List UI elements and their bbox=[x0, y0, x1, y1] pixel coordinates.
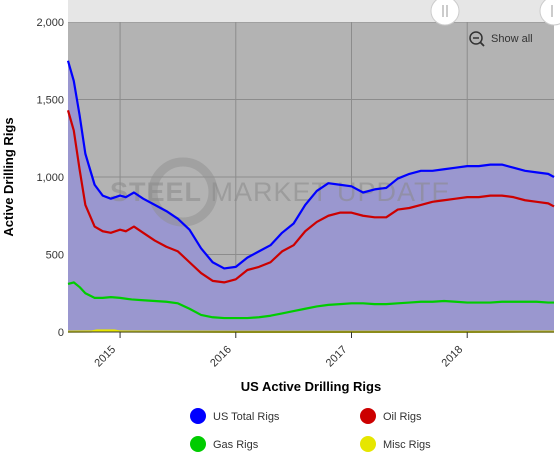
y-tick-label: 1,000 bbox=[36, 172, 64, 184]
x-tick-label: 2015 bbox=[92, 344, 118, 370]
legend-item[interactable]: Misc Rigs bbox=[360, 436, 431, 452]
x-tick-label: 2016 bbox=[208, 344, 234, 370]
legend-marker bbox=[190, 408, 206, 424]
y-axis-title: Active Drilling Rigs bbox=[1, 117, 16, 236]
y-tick-label: 1,500 bbox=[36, 95, 64, 107]
legend-item[interactable]: Gas Rigs bbox=[190, 436, 259, 452]
legend-label: Misc Rigs bbox=[383, 439, 431, 451]
legend-label: US Total Rigs bbox=[213, 411, 280, 423]
watermark: STEEL MARKET UPDATE bbox=[110, 157, 451, 227]
legend: US Total Rigs Oil Rigs Gas Rigs Misc Rigs bbox=[190, 408, 431, 452]
series-line-gas-rigs bbox=[67, 281, 554, 320]
y-axis: 0 500 1,000 1,500 2,000 bbox=[36, 17, 64, 339]
show-all-button[interactable]: Show all bbox=[469, 31, 533, 47]
y-tick-label: 2,000 bbox=[36, 17, 64, 29]
series-line-us-total-rigs bbox=[66, 60, 555, 270]
legend-marker bbox=[360, 408, 376, 424]
legend-marker bbox=[360, 436, 376, 452]
x-tick-label: 2018 bbox=[440, 344, 466, 370]
x-axis-title: US Active Drilling Rigs bbox=[241, 379, 381, 394]
legend-item[interactable]: Oil Rigs bbox=[360, 408, 422, 424]
legend-item[interactable]: US Total Rigs bbox=[190, 408, 280, 424]
zoom-out-icon bbox=[469, 31, 483, 45]
show-all-label: Show all bbox=[491, 33, 533, 45]
legend-marker bbox=[190, 436, 206, 452]
y-tick-label: 0 bbox=[58, 327, 64, 339]
y-tick-label: 500 bbox=[46, 250, 64, 262]
series-area-fill bbox=[68, 60, 554, 332]
legend-label: Gas Rigs bbox=[213, 439, 259, 451]
range-handle-left[interactable] bbox=[430, 0, 460, 26]
watermark-text-bold: STEEL bbox=[110, 177, 202, 207]
watermark-text-rest: MARKET UPDATE bbox=[202, 177, 451, 207]
range-navigator[interactable] bbox=[68, 0, 554, 22]
x-axis: 2015 2016 2017 2018 bbox=[92, 332, 468, 370]
watermark-logo-icon bbox=[148, 157, 218, 227]
legend-label: Oil Rigs bbox=[383, 411, 422, 423]
svg-text:STEEL MARKET UPDATE: STEEL MARKET UPDATE bbox=[110, 177, 451, 207]
series-line-oil-rigs bbox=[66, 110, 555, 284]
x-tick-label: 2017 bbox=[324, 344, 350, 370]
range-handle-right[interactable] bbox=[539, 0, 560, 26]
